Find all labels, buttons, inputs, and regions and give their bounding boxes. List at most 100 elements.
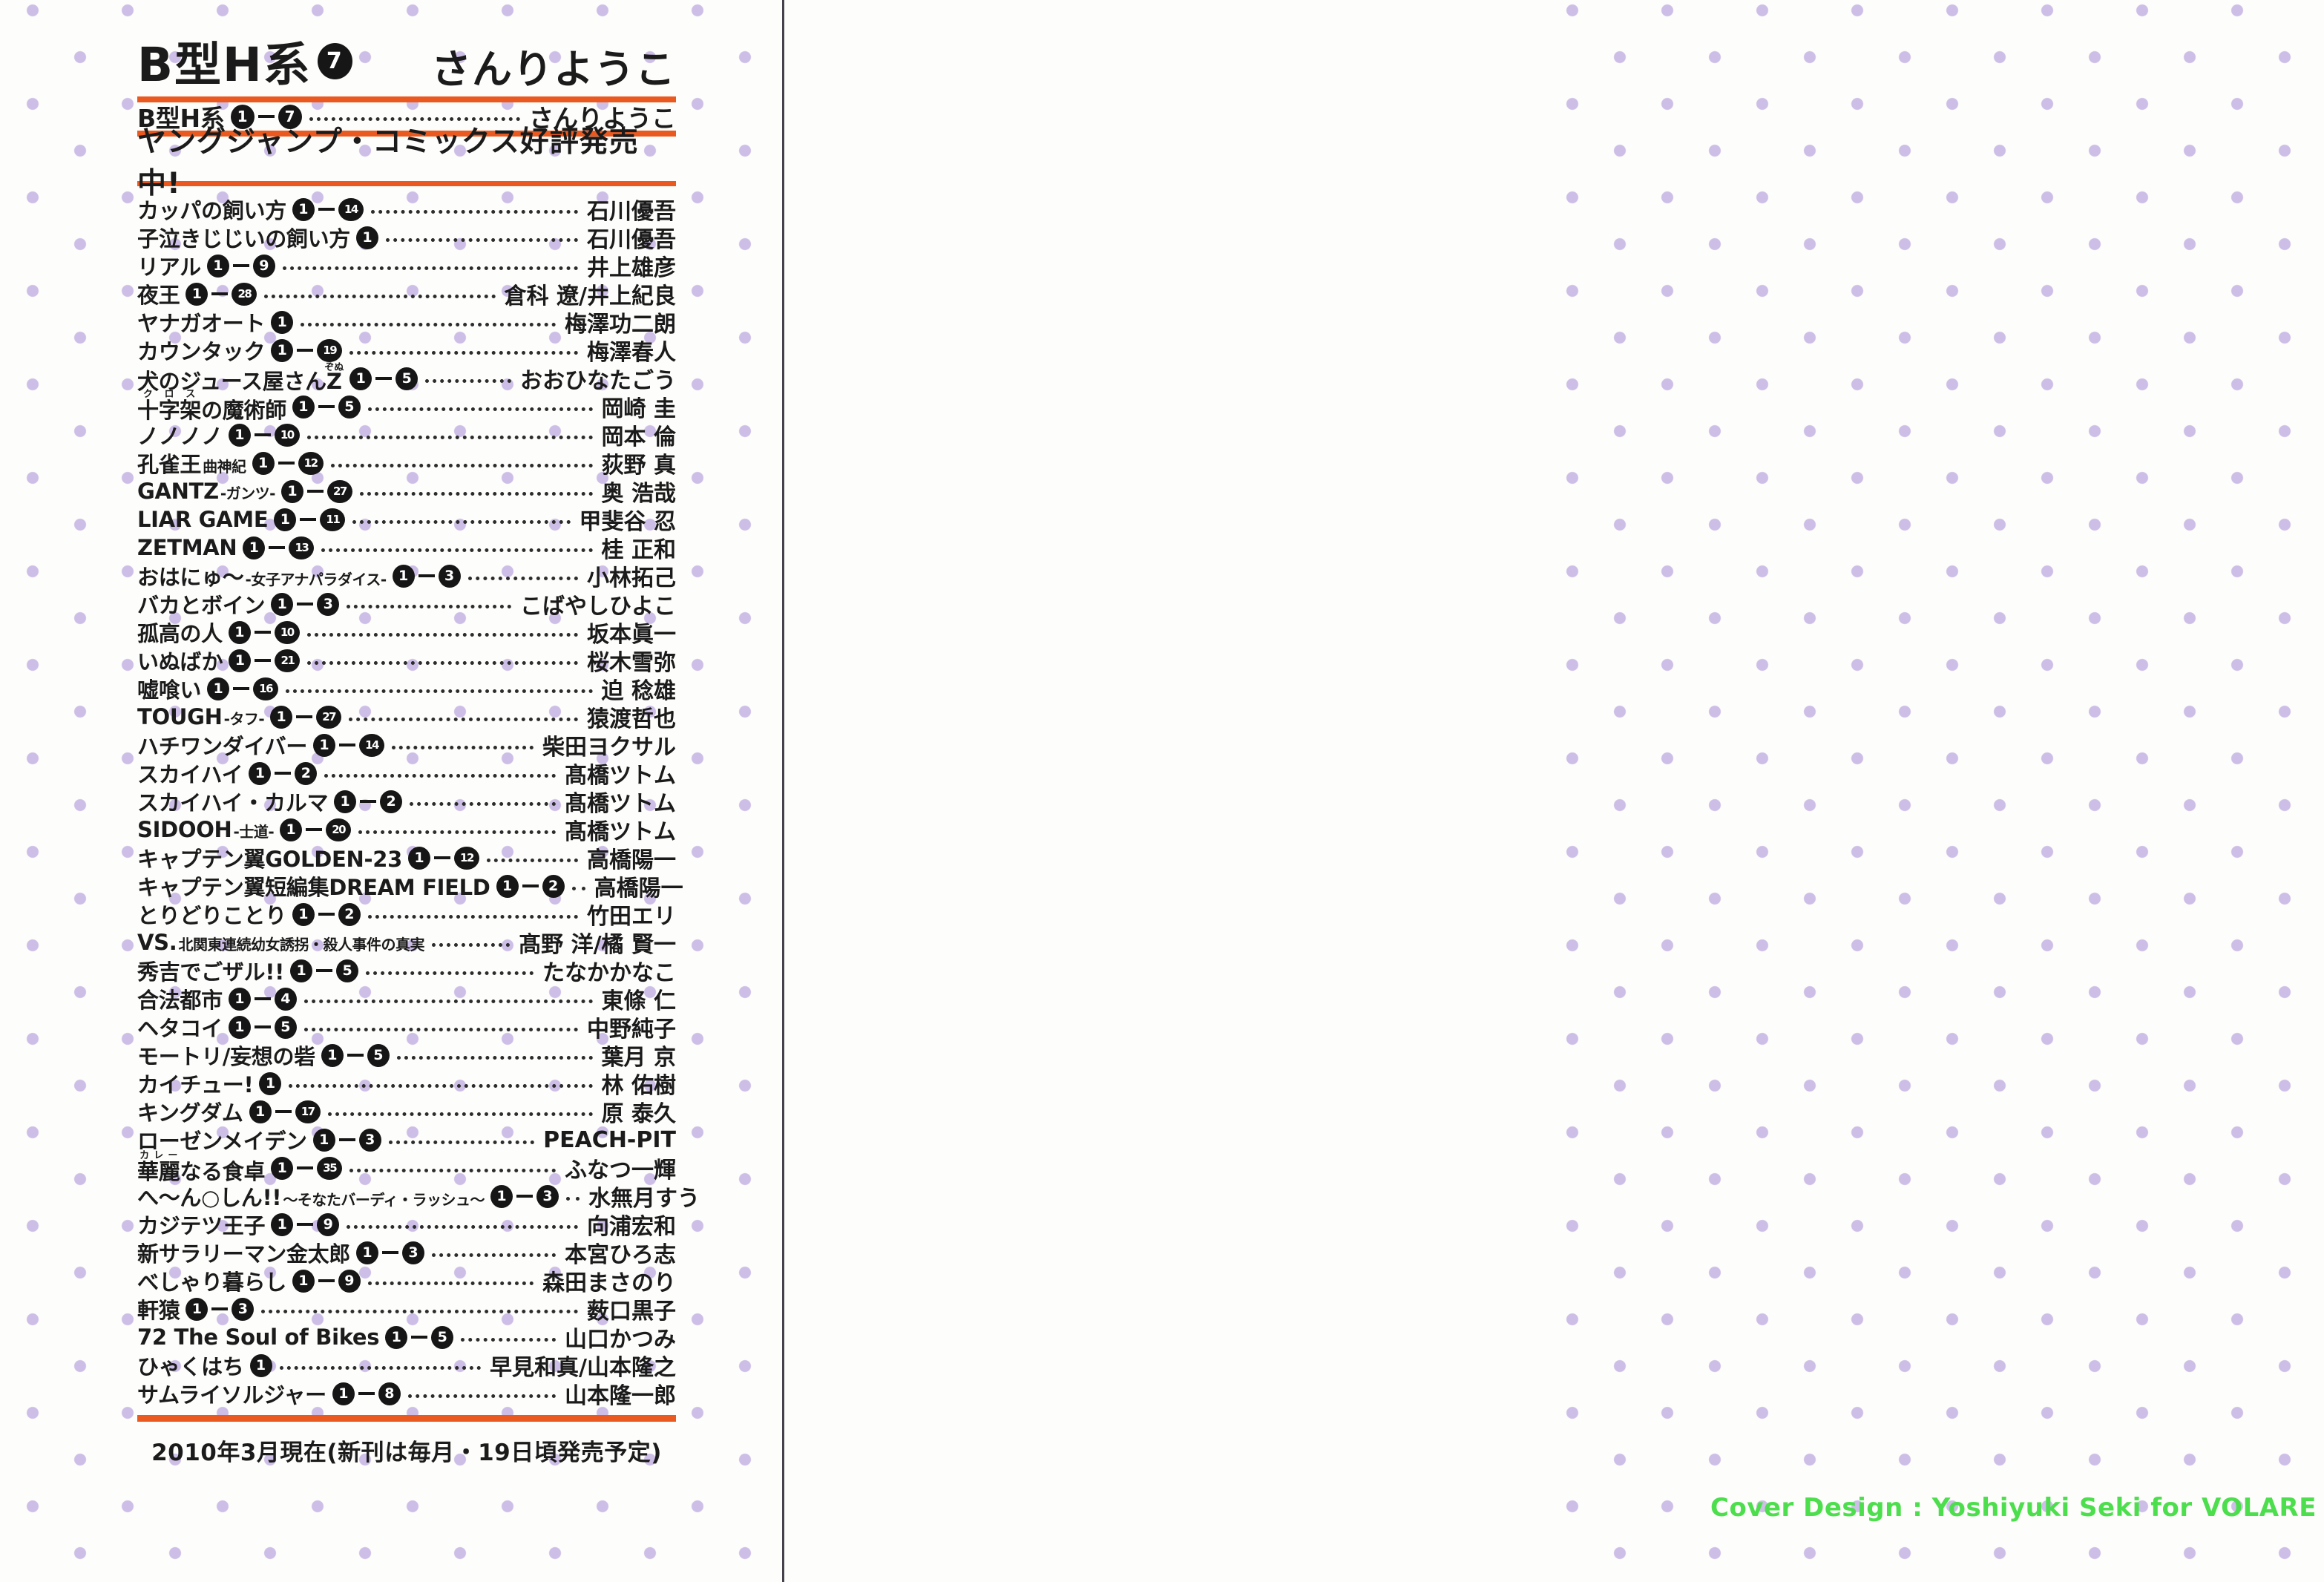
list-item: 合法都市 1 4 東條 仁 [137,985,676,1014]
volume-range: 1 20 [280,818,352,841]
author-name: こばやしひよこ [520,594,676,620]
volume-range-dash [318,1279,335,1282]
leader-dots [307,660,578,665]
series-title: SIDOOH -士道- [137,817,275,842]
volume-badge: 1 [228,1015,251,1039]
leader-dots [306,435,593,439]
author-name: 高橋陽一 [594,876,683,902]
volume-range-dash [211,292,229,295]
volume-badge: 1 [271,310,294,334]
leader-dots [467,576,578,580]
list-item: 十字架クロスの魔術師 1 5 岡崎 圭 [137,389,676,423]
series-subtitle: -タフ- [223,710,265,728]
list-item: おはにゅ〜 -女子アナパラダイス- 1 3 小林拓己 [137,562,676,591]
list-item: モートリ/妄想の砦 1 5 葉月 京 [137,1041,676,1071]
list-item: 72 The Soul of Bikes 1 5 山口かつみ [137,1323,676,1353]
volume-range-dash [338,1138,355,1141]
leader-dots [352,519,571,524]
author-name: 石川優吾 [587,227,676,253]
volume-badge: 3 [438,564,461,588]
volume-range-dash [233,687,250,690]
volume-range-dash [254,1025,271,1028]
author-name: 梅澤春人 [587,340,676,366]
list-item: いぬばか 1 21 桜木雪弥 [137,646,676,676]
volume-range-dash [254,631,271,634]
volume-badge: 13 [289,536,315,559]
volume-range: 1 13 [243,536,315,559]
volume-range-dash [522,884,539,887]
volume-badge: 17 [295,1100,321,1123]
volume-badge: 16 [253,677,279,700]
author-name: 山本隆一郎 [565,1383,676,1409]
author-name: 早見和真/山本隆之 [490,1355,676,1381]
leader-dots [286,689,593,693]
leader-dots [366,971,534,975]
list-item: サムライソルジャー 1 8 山本隆一郎 [137,1379,676,1409]
series-title: おはにゅ〜 -女子アナパラダイス- [137,565,387,590]
volume-badge: 1 [292,395,315,419]
leader-dots [279,1365,482,1370]
author-name: 井上雄彦 [587,255,676,281]
leader-dots [486,858,578,862]
series-title: 十字架クロスの魔術師 [137,389,286,423]
series-title: ヘタコイ [137,1016,223,1041]
leader-dots [289,1083,593,1088]
series-title: カウンタック [137,339,266,364]
volume-badge: 35 [317,1156,343,1180]
volume-range-dash [339,744,356,746]
series-title: サムライソルジャー [137,1382,326,1408]
series-title: ハチワンダイバー [137,734,308,759]
volume-range-dash [211,1307,229,1310]
volume-badge: 1 [249,1100,272,1123]
volume-range-dash [433,856,450,859]
volume-badge: 1 [292,197,315,221]
series-title: LIAR GAME [137,507,269,532]
volume-badge: 1 [356,1241,379,1264]
series-title: キャプテン翼GOLDEN-23 [137,847,402,872]
volume-range-dash [318,405,335,408]
author-name: 甲斐谷 忍 [579,509,676,535]
volume-range: 1 11 [274,508,346,531]
volume-badge: 1 [271,338,294,362]
volume-badge: 5 [395,367,418,390]
leader-dots [425,378,511,383]
series-title: ZETMAN [137,535,237,560]
leader-dots [349,717,578,721]
leader-dots [264,294,496,298]
leader-dots [396,1055,593,1060]
volume-badge: 1 [334,790,357,813]
right-page [1540,0,2324,1582]
leader-dots [359,491,593,496]
series-title: ローゼンメイデン [137,1129,307,1154]
orange-rule-bottom [137,1415,676,1422]
list-item: べしゃり暮らし 1 9 森田まさのり [137,1267,676,1296]
list-item: GANTZ -ガンツ- 1 27 奥 浩哉 [137,477,676,507]
volume-range: 1 21 [229,649,301,672]
volume-badge: 1 [332,1382,355,1405]
series-subtitle: 北関東連続幼女誘拐・殺人事件の真実 [178,936,424,954]
series-title: B型H系 [137,104,225,133]
list-item: ひゃくはち 1 早見和真/山本隆之 [137,1351,676,1381]
volume-badge: 3 [536,1184,559,1208]
author-name: 岡崎 圭 [601,396,676,422]
author-name: ふなつ一輝 [565,1158,676,1184]
series-title: ひゃくはち [137,1354,244,1379]
series-title: GANTZ -ガンツ- [137,479,275,504]
leader-dots [392,745,534,749]
volume-badge: 1 [385,1325,408,1349]
series-title: とりどりことり [137,903,286,928]
volume-range-dash [255,659,272,662]
volume-badge: 1 [496,874,519,898]
series-title: 新サラリーマン金太郎 [137,1241,351,1267]
volume-badge: 1 [271,592,294,616]
volume-range-dash [254,433,271,436]
list-item: 孔雀王 曲神紀 1 12 荻野 真 [137,449,676,479]
series-subtitle: 〜そなたバーディ・ラッシュ〜 [283,1191,485,1209]
volume-range-dash [360,800,377,803]
leader-dots [324,773,556,778]
